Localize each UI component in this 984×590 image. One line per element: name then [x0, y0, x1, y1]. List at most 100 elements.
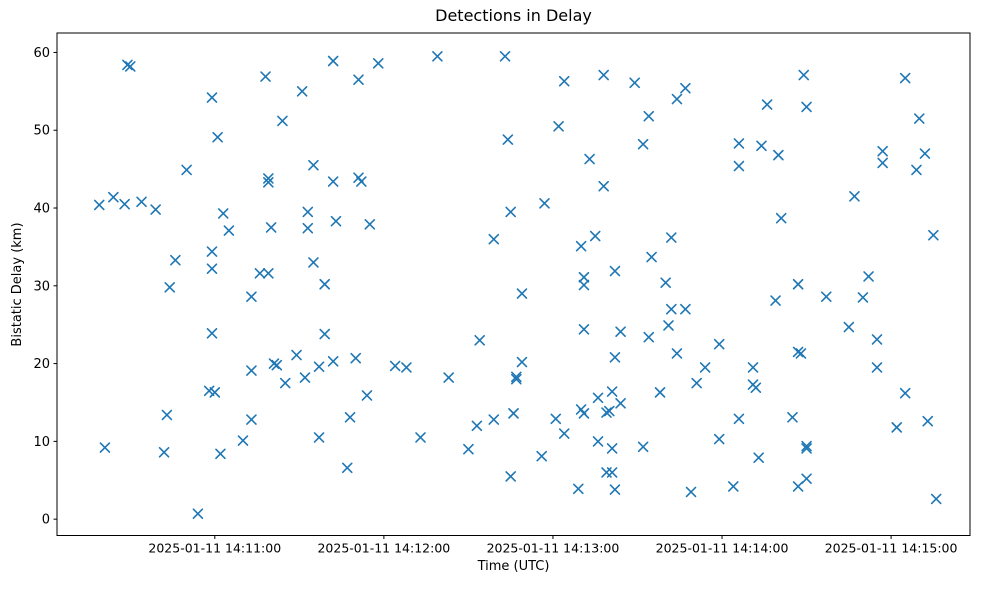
data-point-marker — [615, 397, 626, 409]
x-tick-label: 2025-01-11 14:13:00 — [487, 541, 620, 556]
data-point-marker — [344, 411, 356, 423]
data-point-marker — [164, 282, 176, 293]
data-point-marker — [502, 134, 514, 145]
data-point-marker — [263, 268, 274, 279]
data-point-marker — [913, 113, 925, 124]
data-point-marker — [279, 377, 291, 389]
data-point-marker — [753, 452, 764, 464]
data-point-marker — [119, 198, 130, 210]
data-point-marker — [609, 484, 621, 495]
data-point-marker — [606, 467, 618, 478]
data-point-marker — [643, 331, 655, 343]
y-tick-label: 30 — [33, 279, 50, 294]
data-point-marker — [756, 140, 767, 152]
data-point-marker — [792, 278, 804, 290]
data-point-marker — [246, 365, 257, 376]
data-point-marker — [206, 92, 218, 103]
y-tick-label: 60 — [33, 46, 50, 61]
data-point-marker — [341, 462, 353, 474]
data-point-marker — [150, 204, 161, 215]
data-point-marker — [606, 386, 618, 397]
y-axis: 0 10 20 30 40 50 60 — [33, 46, 57, 528]
data-point-marker — [877, 157, 888, 169]
data-point-marker — [930, 493, 942, 505]
data-point-marker — [319, 278, 331, 290]
data-point-marker — [775, 212, 787, 224]
plot-frame — [56, 32, 971, 536]
data-point-marker — [899, 387, 911, 399]
data-point-marker — [215, 448, 226, 460]
data-point-marker — [161, 409, 173, 421]
data-point-marker — [246, 414, 257, 425]
data-point-marker — [296, 86, 308, 97]
data-points — [93, 51, 942, 520]
data-point-marker — [604, 405, 615, 417]
data-point-marker — [463, 443, 474, 455]
data-point-marker — [792, 346, 804, 358]
data-point-marker — [277, 115, 288, 127]
data-point-marker — [801, 443, 812, 454]
data-point-marker — [488, 414, 500, 425]
x-axis-label: Time (UTC) — [477, 559, 550, 574]
data-point-marker — [660, 277, 671, 288]
data-point-marker — [615, 326, 626, 337]
data-point-marker — [666, 232, 677, 243]
data-point-marker — [578, 408, 590, 419]
data-point-marker — [212, 131, 223, 143]
data-point-marker — [680, 303, 691, 315]
data-point-marker — [263, 177, 274, 188]
data-point-marker — [474, 334, 485, 346]
data-point-marker — [598, 69, 609, 81]
data-point-marker — [637, 441, 649, 453]
data-point-marker — [598, 180, 609, 192]
data-point-marker — [327, 355, 339, 367]
data-point-marker — [471, 420, 483, 432]
data-point-marker — [911, 164, 922, 176]
data-point-marker — [254, 268, 266, 279]
data-point-marker — [122, 59, 133, 71]
x-axis: 2025-01-11 14:11:00 2025-01-11 14:12:00 20… — [148, 535, 958, 556]
data-point-marker — [302, 222, 314, 234]
data-point-marker — [629, 77, 640, 89]
data-point-marker — [415, 432, 426, 443]
data-point-marker — [589, 230, 601, 242]
data-point-marker — [302, 206, 314, 218]
data-point-marker — [401, 362, 412, 373]
data-point-marker — [801, 473, 812, 485]
data-point-marker — [877, 145, 888, 157]
data-point-marker — [663, 320, 674, 331]
data-point-marker — [268, 358, 280, 369]
data-point-marker — [389, 360, 401, 372]
data-point-marker — [136, 196, 147, 208]
data-point-marker — [203, 385, 215, 397]
data-point-marker — [699, 362, 711, 373]
data-point-marker — [899, 72, 911, 84]
data-point-marker — [550, 413, 562, 425]
data-point-marker — [536, 450, 547, 462]
data-point-marker — [217, 208, 229, 219]
data-point-marker — [691, 377, 702, 389]
data-point-marker — [863, 271, 874, 282]
data-point-marker — [443, 372, 454, 383]
data-point-marker — [573, 483, 584, 495]
data-point-marker — [922, 415, 934, 427]
data-point-marker — [578, 271, 590, 283]
data-point-marker — [592, 436, 604, 447]
x-tick-label: 2025-01-11 14:15:00 — [825, 541, 958, 556]
data-point-marker — [654, 387, 666, 398]
data-point-marker — [350, 352, 361, 364]
y-tick-label: 20 — [33, 357, 50, 372]
data-point-marker — [308, 159, 319, 171]
data-point-marker — [206, 327, 218, 339]
data-point-marker — [685, 486, 697, 498]
data-point-marker — [792, 481, 804, 492]
data-point-marker — [505, 471, 516, 482]
data-point-marker — [733, 413, 745, 425]
data-point-marker — [773, 149, 784, 161]
data-point-marker — [364, 219, 376, 230]
data-point-marker — [265, 222, 277, 233]
data-point-marker — [330, 215, 342, 227]
data-point-marker — [170, 254, 181, 266]
data-point-marker — [372, 58, 384, 69]
